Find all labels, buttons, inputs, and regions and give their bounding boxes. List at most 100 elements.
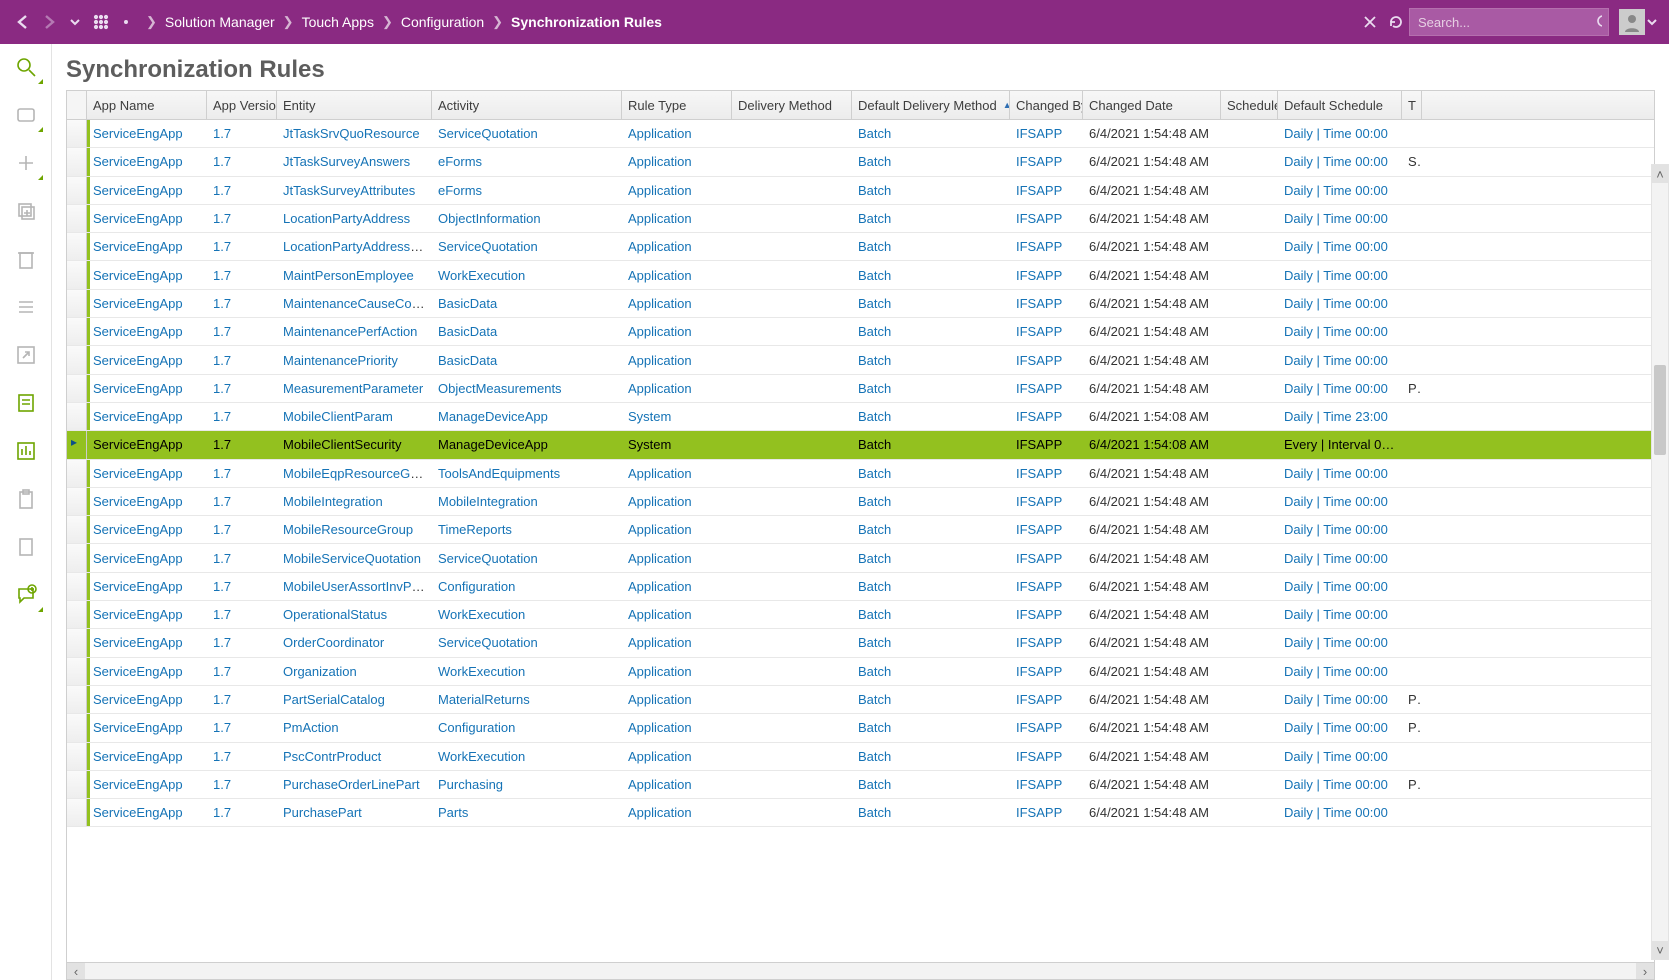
cell-text[interactable]: Batch (858, 296, 891, 311)
cell-text[interactable]: Batch (858, 777, 891, 792)
cell-text[interactable]: Batch (858, 437, 891, 452)
cell-text[interactable]: eForms (438, 183, 482, 198)
cell-text[interactable]: Configuration (438, 579, 515, 594)
cell-text[interactable]: Organization (283, 664, 357, 679)
table-row[interactable]: ServiceEngApp1.7MobileClientParamManageD… (67, 403, 1654, 431)
scrollbar-thumb[interactable] (1654, 365, 1666, 455)
col-header-app[interactable]: App Name (87, 91, 207, 119)
col-header-chby[interactable]: Changed By (1010, 91, 1083, 119)
cell-text[interactable]: Batch (858, 551, 891, 566)
table-row[interactable]: ServiceEngApp1.7JtTaskSrvQuoResourceServ… (67, 120, 1654, 148)
scroll-down-button[interactable]: ˅ (1652, 941, 1668, 959)
cell-text[interactable]: Application (628, 607, 692, 622)
table-row[interactable]: ServiceEngApp1.7LocationPartyAddressObje… (67, 205, 1654, 233)
cell-text[interactable]: MeasurementParameter (283, 381, 423, 396)
breadcrumb-item[interactable]: Solution Manager (165, 14, 275, 30)
breadcrumb-item[interactable]: Touch Apps (302, 14, 374, 30)
cell-text[interactable]: 1.7 (213, 268, 231, 283)
cell-text[interactable]: ServiceEngApp (93, 268, 183, 283)
cell-text[interactable]: IFSAPP (1016, 664, 1062, 679)
cell-text[interactable]: IFSAPP (1016, 579, 1062, 594)
search-input[interactable] (1416, 14, 1596, 31)
cell-text[interactable]: IFSAPP (1016, 466, 1062, 481)
cell-text[interactable]: Application (628, 211, 692, 226)
cell-text[interactable]: Daily | Time 00:00 (1284, 211, 1388, 226)
cell-text[interactable]: ToolsAndEquipments (438, 466, 560, 481)
col-header-rtype[interactable]: Rule Type (622, 91, 732, 119)
cell-text[interactable]: MobileClientSecurity (283, 437, 402, 452)
cell-text[interactable]: Batch (858, 324, 891, 339)
cell-text[interactable]: ServiceEngApp (93, 551, 183, 566)
cell-text[interactable]: IFSAPP (1016, 692, 1062, 707)
cell-text[interactable]: MaintPersonEmployee (283, 268, 414, 283)
cell-text[interactable]: 1.7 (213, 551, 231, 566)
cell-text[interactable]: IFSAPP (1016, 805, 1062, 820)
cell-text[interactable]: MaintenancePerfAction (283, 324, 417, 339)
cell-text[interactable]: WorkExecution (438, 664, 525, 679)
table-row[interactable]: ServiceEngApp1.7MeasurementParameterObje… (67, 375, 1654, 403)
cell-text[interactable]: Daily | Time 00:00 (1284, 268, 1388, 283)
rail-clipboard-icon[interactable] (13, 486, 39, 512)
cell-text[interactable]: BasicData (438, 324, 497, 339)
cell-text[interactable]: Daily | Time 00:00 (1284, 296, 1388, 311)
cell-text[interactable]: ServiceEngApp (93, 749, 183, 764)
cell-text[interactable]: 1.7 (213, 296, 231, 311)
cell-text[interactable]: 1.7 (213, 239, 231, 254)
cell-text[interactable]: Daily | Time 00:00 (1284, 607, 1388, 622)
cell-text[interactable]: JtTaskSurveyAnswers (283, 154, 410, 169)
cell-text[interactable]: Application (628, 494, 692, 509)
scroll-left-button[interactable]: ‹ (67, 963, 85, 979)
cell-text[interactable]: MobileIntegration (283, 494, 383, 509)
cell-text[interactable]: MaintenanceCauseCode (283, 296, 426, 311)
cell-text[interactable]: 1.7 (213, 353, 231, 368)
cell-text[interactable]: TimeReports (438, 522, 512, 537)
cell-text[interactable]: LocationPartyAddressQu... (283, 239, 432, 254)
cell-text[interactable]: Daily | Time 00:00 (1284, 805, 1388, 820)
close-icon[interactable] (1357, 9, 1383, 35)
cell-text[interactable]: 1.7 (213, 494, 231, 509)
cell-text[interactable]: 1.7 (213, 381, 231, 396)
cell-text[interactable]: Application (628, 692, 692, 707)
cell-text[interactable]: ServiceEngApp (93, 126, 183, 141)
cell-text[interactable]: Application (628, 324, 692, 339)
cell-text[interactable]: 1.7 (213, 805, 231, 820)
cell-text[interactable]: ServiceEngApp (93, 381, 183, 396)
cell-text[interactable]: Application (628, 522, 692, 537)
cell-text[interactable]: Batch (858, 268, 891, 283)
cell-text[interactable]: WorkExecution (438, 749, 525, 764)
table-row[interactable]: ServiceEngApp1.7MaintenancePerfActionBas… (67, 318, 1654, 346)
cell-text[interactable]: IFSAPP (1016, 296, 1062, 311)
cell-text[interactable]: Application (628, 749, 692, 764)
cell-text[interactable]: BasicData (438, 353, 497, 368)
cell-text[interactable]: PartSerialCatalog (283, 692, 385, 707)
cell-text[interactable]: ObjectInformation (438, 211, 541, 226)
user-menu-dropdown-icon[interactable] (1645, 9, 1659, 35)
cell-text[interactable]: Daily | Time 00:00 (1284, 522, 1388, 537)
cell-text[interactable]: Daily | Time 00:00 (1284, 749, 1388, 764)
cell-text[interactable]: Configuration (438, 720, 515, 735)
cell-text[interactable]: Batch (858, 466, 891, 481)
cell-text[interactable]: PmAction (283, 720, 339, 735)
cell-text[interactable]: Daily | Time 00:00 (1284, 777, 1388, 792)
table-row[interactable]: ServiceEngApp1.7MobileEqpResourceGroupTo… (67, 460, 1654, 488)
cell-text[interactable]: Application (628, 296, 692, 311)
cell-text[interactable]: 1.7 (213, 749, 231, 764)
table-row[interactable]: ServiceEngApp1.7MobileServiceQuotationSe… (67, 544, 1654, 572)
cell-text[interactable]: Batch (858, 494, 891, 509)
cell-text[interactable]: ServiceEngApp (93, 522, 183, 537)
cell-text[interactable]: IFSAPP (1016, 607, 1062, 622)
cell-text[interactable]: ServiceEngApp (93, 635, 183, 650)
cell-text[interactable]: System (628, 437, 671, 452)
horizontal-scrollbar[interactable]: ‹ › (66, 962, 1655, 980)
cell-text[interactable]: Daily | Time 00:00 (1284, 692, 1388, 707)
cell-text[interactable]: Daily | Time 00:00 (1284, 466, 1388, 481)
cell-text[interactable]: WorkExecution (438, 607, 525, 622)
cell-text[interactable]: 1.7 (213, 324, 231, 339)
cell-text[interactable]: Application (628, 154, 692, 169)
col-header-ent[interactable]: Entity (277, 91, 432, 119)
table-row[interactable]: ServiceEngApp1.7OrderCoordinatorServiceQ… (67, 629, 1654, 657)
table-row[interactable]: ServiceEngApp1.7PurchasePartPartsApplica… (67, 799, 1654, 827)
cell-text[interactable]: Daily | Time 00:00 (1284, 239, 1388, 254)
table-row[interactable]: ServiceEngApp1.7PartSerialCatalogMateria… (67, 686, 1654, 714)
cell-text[interactable]: ServiceQuotation (438, 239, 538, 254)
